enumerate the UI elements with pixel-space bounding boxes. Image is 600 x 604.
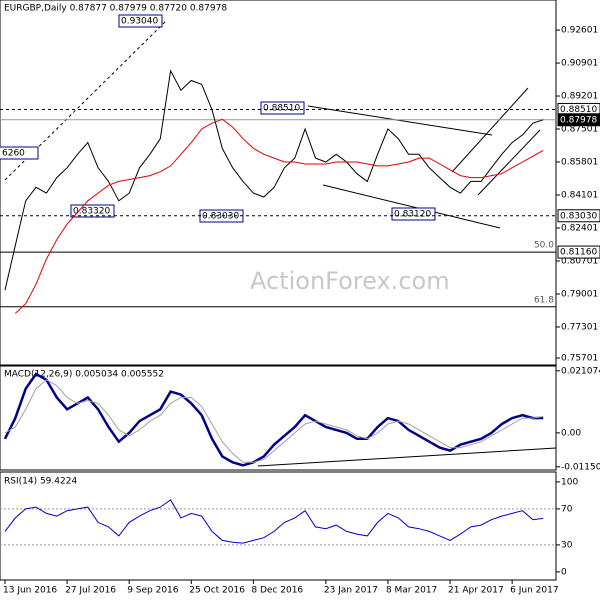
fib-label: 50.0 (534, 241, 554, 251)
x-tick-label: 27 Jul 2016 (65, 586, 116, 596)
y-tick-label: 0.87501 (561, 125, 598, 135)
annotation-box (260, 101, 305, 115)
y-tick-label: 0.85801 (561, 158, 598, 168)
annotation-box (118, 14, 163, 28)
y-tick-label: 70 (561, 504, 573, 514)
macd-frame (0, 365, 557, 471)
x-tick-label: 9 Sep 2016 (127, 586, 179, 596)
x-tick-label: 6 Jun 2017 (510, 586, 558, 596)
y-tick-label: 0.82401 (561, 223, 598, 233)
y-tick-label: 0.92601 (561, 26, 598, 36)
level-label: 0.81160 (560, 248, 597, 258)
panel-title: MACD(12,26,9) 0.005034 0.005552 (4, 370, 164, 380)
y-tick-label: 30 (561, 540, 573, 550)
series-line (4, 69, 544, 291)
level-label-box (557, 113, 600, 127)
annotation: 0.83120 (394, 210, 431, 220)
series-line (3, 372, 544, 467)
x-tick-label: 8 Mar 2017 (386, 586, 437, 596)
macd-trendline (257, 447, 557, 467)
x-tick-label: 21 Apr 2017 (448, 586, 504, 596)
channel-line (451, 87, 529, 173)
annotation: 6260 (2, 149, 25, 159)
y-tick-label: 0.75701 (561, 353, 598, 363)
x-tick-label: 8 Dec 2016 (251, 586, 303, 596)
series-line (4, 499, 544, 544)
annotation: 0.83030 (202, 212, 239, 222)
x-tick-label: 25 Oct 2016 (189, 586, 245, 596)
trendline (307, 105, 493, 136)
channel-line (477, 129, 541, 196)
level-label: 0.88510 (560, 105, 597, 115)
y-tick-label: 0.90901 (561, 59, 598, 69)
y-tick-label: 0.77301 (561, 322, 598, 332)
y-tick-label: 100 (561, 477, 578, 487)
y-tick-label: 0.80701 (561, 256, 598, 266)
trendline (322, 184, 501, 229)
series-line (14, 118, 544, 314)
chart-title: EURGBP,Daily 0.87877 0.87979 0.87720 0.8… (4, 4, 227, 14)
annotation: 0.83320 (73, 207, 110, 217)
y-tick-label: 0.89201 (561, 92, 598, 102)
y-tick-label: 0.84101 (561, 190, 598, 200)
y-tick-label: 0.00 (561, 428, 581, 438)
y-tick-label: 0 (561, 567, 567, 577)
y-tick-label: 0.79001 (561, 289, 598, 299)
series-line (4, 379, 544, 463)
annotation-box (0, 146, 39, 160)
y-tick-label: -0.011507 (561, 462, 600, 472)
annotation-box (391, 207, 436, 221)
panel-title: RSI(14) 59.4224 (4, 477, 77, 487)
level-label: 0.87978 (560, 115, 597, 125)
annotation: 0.93040 (121, 17, 158, 27)
annotation: 0.88510 (263, 104, 300, 114)
x-tick-label: 13 Jun 2016 (3, 586, 57, 596)
level-label-box (557, 209, 600, 223)
watermark: ActionForex.com (250, 267, 450, 295)
level-label-box (557, 245, 600, 259)
price-frame (0, 0, 557, 366)
level-label: 0.83030 (560, 211, 597, 221)
x-tick-label: 23 Jan 2017 (324, 586, 378, 596)
fib-label: 61.8 (534, 295, 554, 305)
y-tick-label: 0.021074 (561, 366, 600, 376)
rsi-frame (0, 471, 557, 581)
